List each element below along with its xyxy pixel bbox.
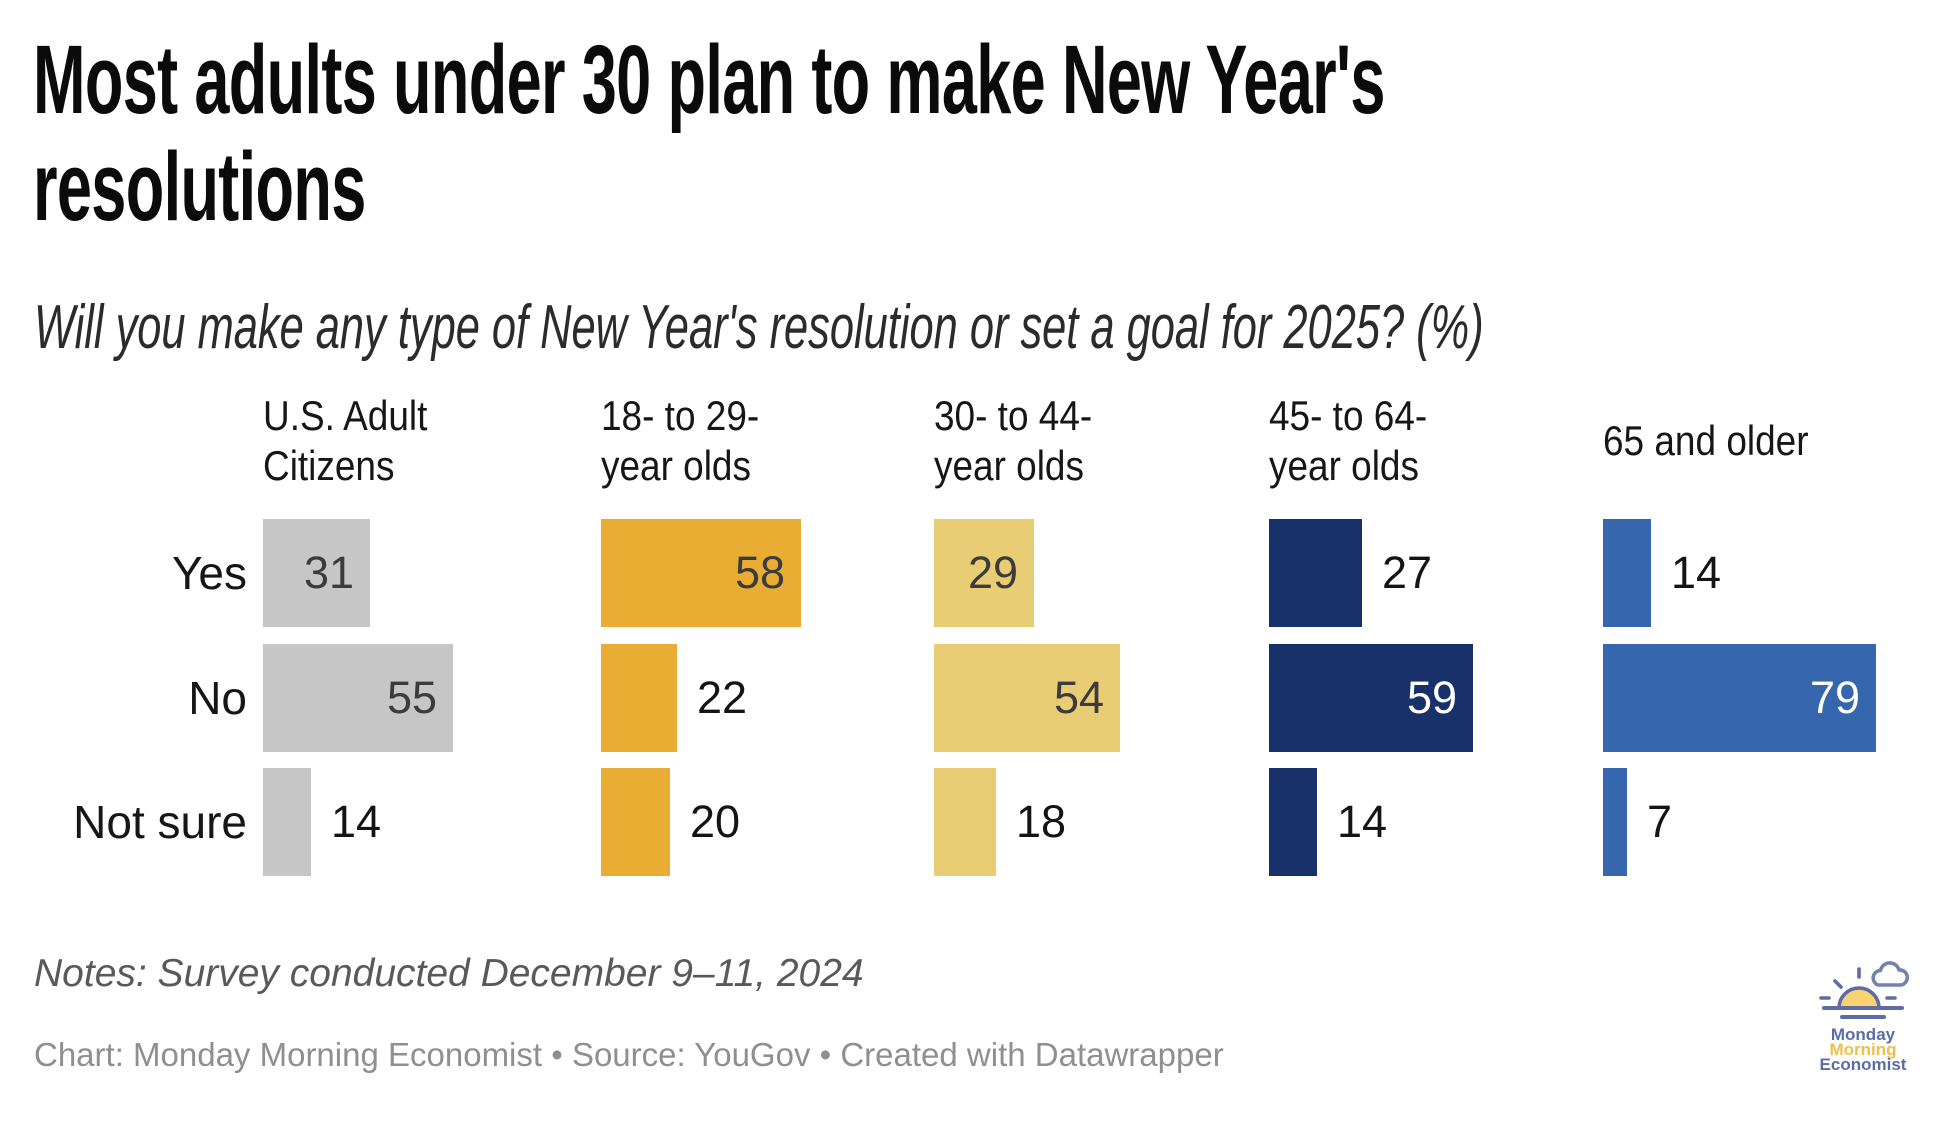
bar-value-label: 22 — [697, 672, 748, 723]
bar-value-label: 58 — [734, 547, 785, 598]
bar — [934, 768, 996, 876]
bar-value-label: 55 — [386, 672, 437, 723]
bar — [263, 768, 311, 876]
bar: 79 — [1603, 644, 1876, 752]
column-header: 45- to 64- year olds — [1269, 392, 1428, 489]
column-header: 65 and older — [1603, 417, 1809, 464]
bar: 59 — [1269, 644, 1473, 752]
chart-credit: Chart: Monday Morning Economist • Source… — [34, 1036, 1224, 1073]
row-label: No — [188, 672, 247, 724]
bar — [601, 644, 677, 752]
chart-subtitle: Will you make any type of New Year's res… — [34, 293, 1484, 362]
bar: 58 — [601, 519, 801, 627]
bar: 55 — [263, 644, 453, 752]
bar — [1269, 519, 1362, 627]
bar — [601, 768, 670, 876]
bar-value-label: 14 — [331, 796, 382, 847]
column-header: U.S. Adult Citizens — [263, 392, 428, 489]
chart-notes: Notes: Survey conducted December 9–11, 2… — [34, 952, 864, 995]
chart-title: Most adults under 30 plan to make New Ye… — [33, 25, 1385, 241]
bar-value-label: 29 — [967, 547, 1018, 598]
bar-value-label: 79 — [1809, 672, 1860, 723]
bar-value-label: 54 — [1053, 672, 1104, 723]
bar-value-label: 27 — [1382, 547, 1433, 598]
sun-rays-icon — [1819, 967, 1897, 1000]
bar-value-label: 59 — [1406, 672, 1457, 723]
bar-value-label: 18 — [1016, 796, 1067, 847]
bar: 31 — [263, 519, 370, 627]
row-label: Not sure — [73, 796, 247, 848]
logo-word-economist: Economist — [1820, 1055, 1907, 1072]
row-label: Yes — [171, 547, 247, 599]
bar-value-label: 14 — [1337, 796, 1388, 847]
column-header: 30- to 44- year olds — [934, 392, 1093, 489]
bar — [1603, 768, 1627, 876]
logo-word-monday: Monday — [1831, 1025, 1896, 1044]
monday-morning-economist-logo: Monday Morning Economist — [1819, 961, 1910, 1072]
bar — [1269, 768, 1317, 876]
cloud-icon — [1871, 961, 1910, 987]
bar: 29 — [934, 519, 1034, 627]
bar: 54 — [934, 644, 1120, 752]
bar-value-label: 7 — [1647, 796, 1673, 847]
bar-value-label: 14 — [1671, 547, 1722, 598]
logo-word-morning: Morning — [1829, 1040, 1896, 1059]
bar — [1603, 519, 1651, 627]
column-header: 18- to 29- year olds — [601, 392, 760, 489]
sun-icon — [1837, 986, 1881, 1010]
bar-value-label: 20 — [690, 796, 741, 847]
bar-value-label: 31 — [303, 547, 354, 598]
